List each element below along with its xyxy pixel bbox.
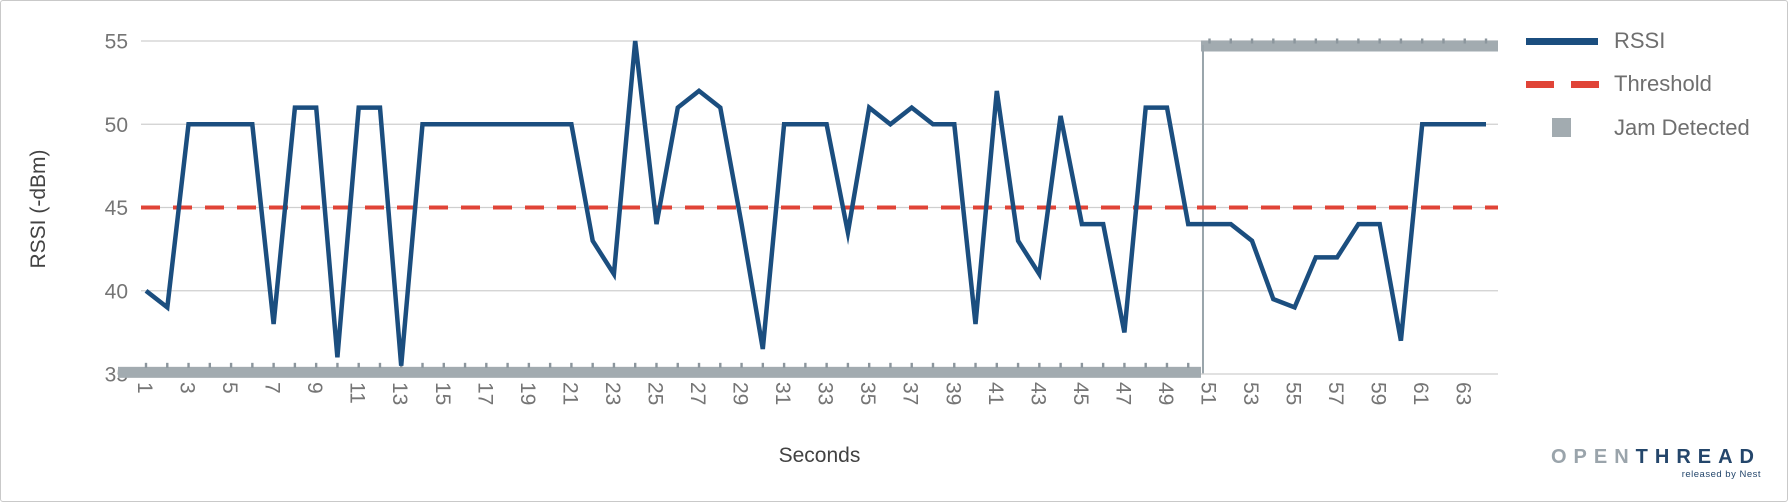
svg-text:11: 11 bbox=[346, 382, 369, 404]
svg-text:50: 50 bbox=[105, 114, 128, 137]
svg-text:55: 55 bbox=[105, 31, 128, 54]
svg-text:5: 5 bbox=[218, 382, 241, 394]
x-axis-title: Seconds bbox=[778, 444, 861, 467]
svg-text:23: 23 bbox=[601, 382, 624, 405]
svg-text:1: 1 bbox=[133, 382, 156, 394]
svg-text:37: 37 bbox=[899, 382, 922, 405]
svg-text:19: 19 bbox=[516, 382, 539, 405]
x-tick-labels: 1 3 5 7 9 11 13 15 17 19 21 23 25 27 29 31 33 35 37 39 41 43 4… bbox=[133, 382, 1475, 405]
svg-text:9: 9 bbox=[303, 382, 326, 394]
openthread-logo-tagline: released by Nest bbox=[1681, 469, 1761, 480]
legend-label-jam-detected: Jam Detected bbox=[1614, 115, 1750, 140]
svg-text:55: 55 bbox=[1282, 382, 1305, 405]
svg-text:13: 13 bbox=[388, 382, 411, 405]
svg-text:59: 59 bbox=[1367, 382, 1390, 405]
svg-text:17: 17 bbox=[473, 382, 496, 405]
svg-text:43: 43 bbox=[1026, 382, 1049, 405]
legend-item-threshold: Threshold bbox=[1526, 71, 1712, 96]
svg-text:31: 31 bbox=[771, 382, 794, 405]
svg-text:25: 25 bbox=[643, 382, 666, 405]
rssi-line-swatch bbox=[1526, 29, 1598, 53]
svg-text:7: 7 bbox=[261, 382, 284, 394]
openthread-logo-wordmark: OPENTHREAD bbox=[1550, 446, 1761, 468]
rssi-line bbox=[144, 40, 1486, 366]
svg-text:3: 3 bbox=[176, 382, 199, 394]
legend-label-rssi: RSSI bbox=[1614, 28, 1666, 53]
svg-text:53: 53 bbox=[1239, 382, 1262, 405]
svg-text:29: 29 bbox=[729, 382, 752, 405]
legend-label-threshold: Threshold bbox=[1614, 71, 1712, 96]
jam-band-tick-notches bbox=[144, 38, 1488, 368]
svg-text:47: 47 bbox=[1111, 382, 1134, 405]
svg-text:41: 41 bbox=[984, 382, 1007, 405]
svg-text:27: 27 bbox=[686, 382, 709, 405]
legend-item-jam-detected: Jam Detected bbox=[1526, 115, 1750, 140]
svg-text:39: 39 bbox=[941, 382, 964, 405]
svg-text:49: 49 bbox=[1154, 382, 1177, 405]
svg-text:35: 35 bbox=[856, 382, 879, 405]
svg-text:51: 51 bbox=[1197, 382, 1220, 405]
legend-item-rssi: RSSI bbox=[1526, 28, 1666, 53]
svg-text:57: 57 bbox=[1324, 382, 1347, 405]
jam-square-swatch bbox=[1526, 116, 1598, 140]
openthread-logo: OPENTHREAD released by Nest bbox=[1551, 447, 1761, 480]
svg-text:61: 61 bbox=[1409, 382, 1432, 405]
svg-text:63: 63 bbox=[1452, 382, 1475, 405]
svg-text:21: 21 bbox=[558, 382, 581, 405]
svg-text:15: 15 bbox=[431, 382, 454, 405]
svg-text:33: 33 bbox=[814, 382, 837, 405]
svg-text:40: 40 bbox=[105, 280, 128, 303]
threshold-dash-swatch bbox=[1526, 72, 1599, 96]
jam-detected-band bbox=[118, 40, 1498, 378]
svg-text:45: 45 bbox=[1069, 382, 1092, 405]
svg-text:45: 45 bbox=[105, 197, 128, 220]
